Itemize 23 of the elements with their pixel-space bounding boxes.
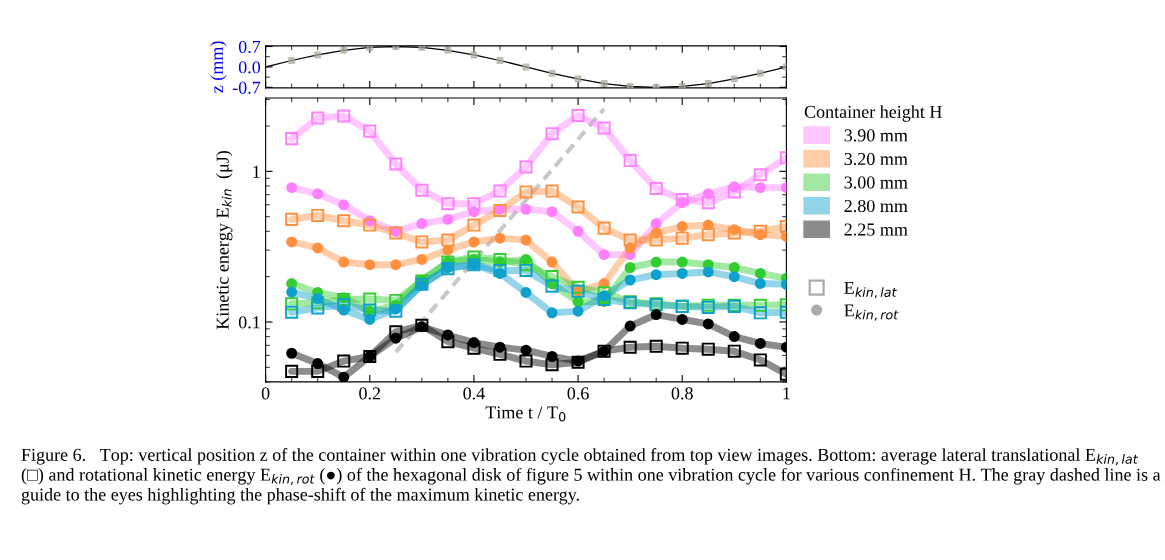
y-tick-label: 0.0 — [238, 61, 261, 74]
legend-label: 2.80 mm — [844, 199, 908, 213]
y-axis-title: z (mm) — [210, 41, 227, 93]
x-axis-title: Time t / T$_{0}$ — [485, 406, 566, 422]
x-tick-label: 0.2 — [359, 387, 381, 400]
x-tick-label: 0.4 — [463, 387, 485, 400]
y-tick-label: -0.7 — [232, 81, 261, 94]
text: E$_{kin,lat}$ — [844, 281, 897, 299]
legend-title: Container height H — [804, 105, 942, 122]
legend-label: 2.25 mm — [844, 223, 908, 236]
x-tick-label: 1 — [783, 387, 790, 400]
legend-label: 3.00 mm — [844, 176, 908, 189]
text: Figure 6. Top: vertical position z of the container within one vibration cycle obtained from top view images. Bottom: average lateral translational E$_{kin,lat}$ (□) and rotational kinetic energy E$_{kin,rot}$ (●) of the hexagonal disk of figure 5 within one vibration cycle for various confinement H. The gray dashed line is a guide to the eyes highlighting the phase-shift of the maximum kinetic energy. — [21, 448, 1161, 505]
x-tick-label: 0.6 — [567, 387, 589, 400]
y-tick-label: 0.1 — [238, 316, 260, 329]
y-tick-label: 0.7 — [238, 40, 261, 54]
y-axis-title: Kinetic energy E$_{kin}$ (μJ) — [216, 150, 233, 330]
x-tick-label: 0 — [261, 387, 270, 400]
x-tick-label: 0.8 — [671, 387, 693, 400]
legend-label: 3.90 mm — [844, 129, 908, 142]
legend-label: 3.20 mm — [844, 152, 908, 166]
y-tick-label: 1 — [253, 165, 260, 178]
text: E$_{kin,rot}$ — [844, 304, 899, 321]
